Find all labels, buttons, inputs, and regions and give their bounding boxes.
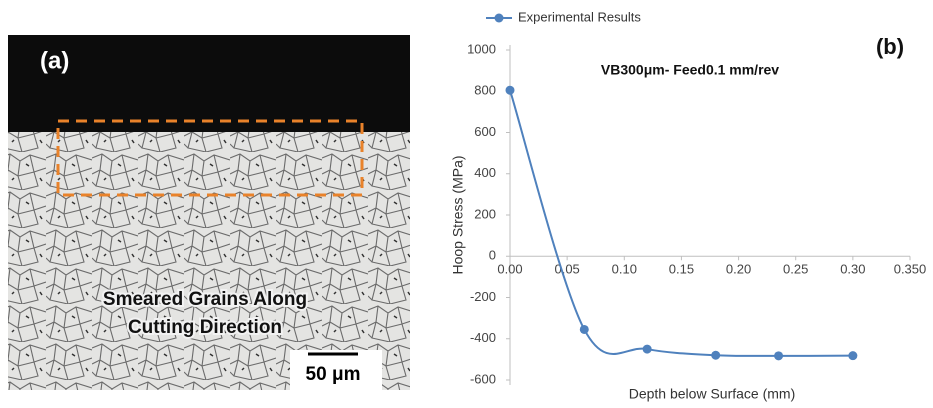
x-tick-label: 0.00	[497, 262, 522, 277]
data-point	[506, 86, 515, 95]
data-point	[643, 345, 652, 354]
x-tick-label: 0.350	[894, 262, 927, 277]
y-tick-label: 400	[474, 165, 496, 180]
panel-label: (a)	[40, 47, 69, 74]
y-tick-label: 1000	[467, 41, 496, 56]
caption: Smeared Grains Along	[103, 289, 307, 310]
x-tick-label: 0.15	[669, 262, 694, 277]
chart: VB300μm- Feed0.1 mm/rev (b) Depth below …	[450, 9, 927, 401]
data-point	[774, 351, 783, 360]
series-line	[510, 90, 853, 356]
x-tick-label: 0.25	[783, 262, 808, 277]
y-tick-label: 800	[474, 83, 496, 98]
caption: Cutting Direction	[128, 317, 282, 338]
x-axis-label: Depth below Surface (mm)	[629, 386, 796, 402]
page: {"micrograph": {"label": "(a)", "caption…	[0, 0, 933, 408]
legend-label: Experimental Results	[518, 9, 641, 24]
y-tick-label: -600	[470, 371, 496, 386]
y-tick-label: 600	[474, 124, 496, 139]
x-tick-label: 0.05	[554, 262, 579, 277]
y-axis-label: Hoop Stress (MPa)	[450, 155, 466, 274]
chart-title: VB300μm- Feed0.1 mm/rev	[601, 62, 779, 78]
y-tick-label: -400	[470, 330, 496, 345]
y-tick-label: -200	[470, 289, 496, 304]
data-point	[580, 325, 589, 334]
data-point	[848, 351, 857, 360]
x-tick-label: 0.30	[840, 262, 865, 277]
figure: (a) Smeared Grains Along Cutting Directi…	[0, 0, 933, 408]
data-point	[711, 351, 720, 360]
y-tick-label: 200	[474, 206, 496, 221]
scale-bar-label: 50 μm	[306, 364, 361, 385]
x-tick-label: 0.20	[726, 262, 751, 277]
micrograph: (a) Smeared Grains Along Cutting Directi…	[8, 35, 410, 390]
legend-marker	[495, 14, 504, 23]
y-tick-label: 0	[489, 248, 496, 263]
panel-label: (b)	[876, 34, 904, 59]
x-tick-label: 0.10	[612, 262, 637, 277]
